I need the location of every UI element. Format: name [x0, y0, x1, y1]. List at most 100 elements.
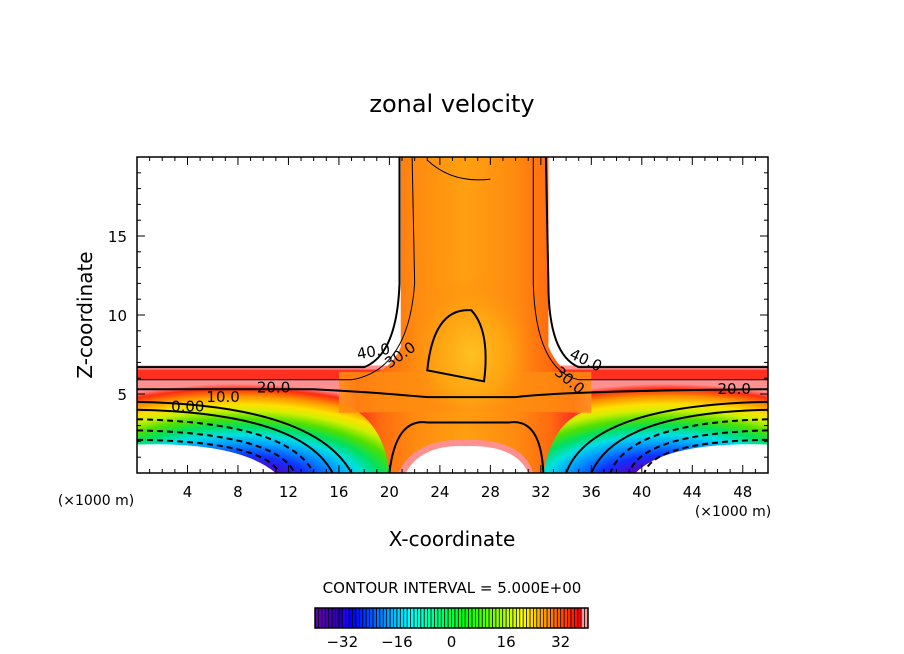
colorbar-tick-label: 0 — [447, 633, 457, 651]
contour-line — [628, 429, 768, 473]
colorbar-swatch — [424, 608, 428, 628]
colorbar-swatch — [427, 608, 432, 628]
colorbar-swatch — [335, 608, 340, 628]
x-tick-label: 20 — [380, 483, 399, 501]
colorbar-swatch — [509, 608, 514, 628]
colorbar-swatch — [465, 608, 469, 628]
colorbar-swatch — [403, 608, 408, 628]
colorbar-swatch — [536, 608, 541, 628]
colorbar-swatch — [512, 608, 517, 628]
colorbar-swatch — [533, 608, 538, 628]
colorbar-swatch — [369, 608, 374, 628]
colorbar-swatch — [502, 608, 507, 628]
colorbar-swatch — [315, 608, 319, 628]
colorbar-swatch — [519, 608, 524, 628]
contour-line — [137, 400, 353, 473]
contour-label: 20.0 — [257, 378, 290, 396]
colorbar-swatch — [431, 608, 435, 628]
colorbar-swatch — [400, 608, 404, 628]
colorbar-swatch — [495, 608, 500, 628]
field-white-right — [635, 444, 768, 473]
colorbar-swatch — [557, 608, 561, 628]
colorbar-swatch — [529, 608, 534, 628]
x-tick-label: 28 — [481, 483, 500, 501]
colorbar-swatch — [328, 608, 333, 628]
contour-label: 40.0 — [355, 340, 391, 364]
colorbar-swatch — [352, 608, 357, 628]
contour-line — [137, 429, 296, 473]
colorbar-swatch — [489, 608, 493, 628]
colorbar-swatch — [567, 608, 572, 628]
x-tick-label: 16 — [329, 483, 348, 501]
x-tick-label: 40 — [632, 483, 651, 501]
colorbar-swatch — [584, 608, 589, 628]
contour-line — [565, 400, 768, 473]
colorbar-swatch — [444, 608, 449, 628]
colorbar-swatch — [581, 608, 585, 628]
x-tick-label: 24 — [430, 483, 449, 501]
contour-line — [426, 159, 491, 181]
colorbar-swatch — [342, 608, 346, 628]
colorbar-swatch — [543, 608, 548, 628]
colorbar-swatch — [485, 608, 490, 628]
colorbar-swatch — [523, 608, 527, 628]
contour-line — [609, 418, 768, 473]
x-tick-label: 32 — [531, 483, 550, 501]
x-unit-label-right: (×1000 m) — [695, 504, 771, 520]
colorbar-swatch — [492, 608, 497, 628]
colorbar-swatch — [468, 608, 473, 628]
contour-line — [137, 388, 768, 399]
colorbar-swatch — [451, 608, 456, 628]
x-tick-label: 44 — [683, 483, 702, 501]
y-tick-label: 10 — [108, 307, 127, 325]
chart-title: zonal velocity — [369, 90, 534, 118]
colorbar-swatch — [553, 608, 558, 628]
colorbar-swatch — [407, 608, 411, 628]
field-core-maximum — [408, 275, 535, 434]
colorbar-swatch — [345, 608, 350, 628]
colorbar-swatch — [318, 608, 323, 628]
colorbar-swatch — [560, 608, 565, 628]
colorbar-swatch — [471, 608, 476, 628]
x-tick-label: 12 — [279, 483, 298, 501]
colorbar-frame — [314, 607, 589, 629]
colorbar-swatch — [526, 608, 531, 628]
y-tick-label: 15 — [108, 228, 127, 246]
colorbar-swatch — [448, 608, 452, 628]
colorbar-swatch — [506, 608, 510, 628]
x-axis-label: X-coordinate — [389, 527, 516, 551]
colorbar-swatch — [373, 608, 377, 628]
colorbar-swatch — [475, 608, 479, 628]
colorbar-swatch — [547, 608, 551, 628]
colorbar-swatch — [574, 608, 578, 628]
x-tick-label: 36 — [582, 483, 601, 501]
colorbar-swatch — [420, 608, 425, 628]
colorbar-swatch — [393, 608, 398, 628]
colorbar: −32 −16 0 16 32 — [314, 607, 589, 651]
contour-line — [137, 157, 401, 369]
contour-label: 20.0 — [718, 380, 751, 398]
colorbar-swatch — [437, 608, 442, 628]
colorbar-swatch — [386, 608, 391, 628]
colorbar-swatch — [458, 608, 462, 628]
colorbar-tick-label: −32 — [326, 633, 358, 651]
colorbar-swatch — [499, 608, 503, 628]
colorbar-tick-label: 32 — [551, 633, 570, 651]
colorbar-swatch — [410, 608, 415, 628]
colorbar-swatch — [570, 608, 575, 628]
contour-line — [137, 408, 334, 473]
colorbar-swatch — [359, 608, 363, 628]
colorbar-swatch — [516, 608, 520, 628]
colorbar-swatch — [321, 608, 326, 628]
colorbar-swatch — [417, 608, 421, 628]
contour-line — [590, 408, 768, 473]
x-tick-label: 48 — [733, 483, 752, 501]
colorbar-swatch — [434, 608, 439, 628]
colorbar-swatch — [325, 608, 329, 628]
contour-interval-text: CONTOUR INTERVAL = 5.000E+00 — [323, 579, 582, 597]
contour-line — [643, 438, 768, 473]
contour-line — [388, 421, 545, 473]
colorbar-swatch — [550, 608, 555, 628]
colorbar-swatch — [454, 608, 459, 628]
